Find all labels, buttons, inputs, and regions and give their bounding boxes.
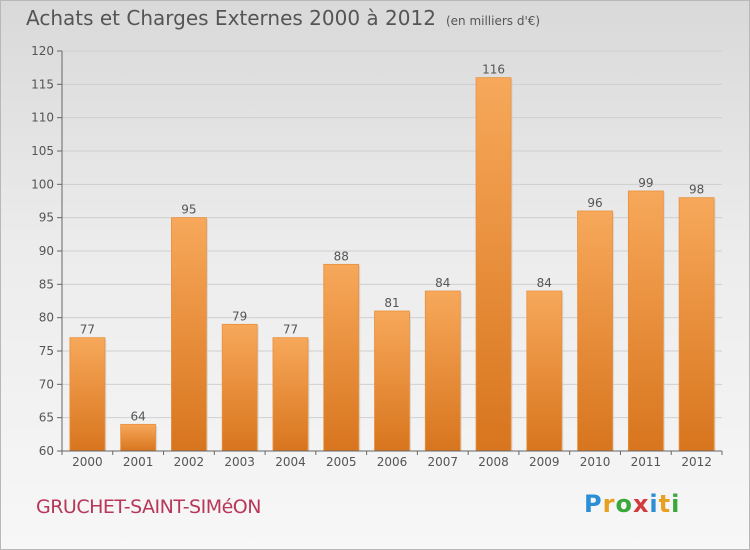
x-tick-label-2003: 2003: [224, 455, 255, 469]
chart-subtitle: (en milliers d'€): [445, 14, 541, 28]
logo-letter: P: [584, 490, 603, 518]
bar-2004: [272, 337, 309, 452]
data-label-2012: 98: [689, 183, 704, 197]
bar-2002: [171, 217, 207, 452]
data-label-2011: 99: [638, 176, 653, 190]
y-tick-label: 70: [39, 377, 54, 391]
y-tick-label: 120: [31, 44, 54, 58]
y-tick-label: 105: [31, 144, 54, 158]
bar-2000: [69, 337, 106, 452]
x-tick-label-2008: 2008: [478, 455, 509, 469]
bar-2007: [424, 290, 461, 452]
y-tick-label: 65: [39, 411, 54, 425]
y-tick-label: 80: [39, 311, 54, 325]
bar-2010: [577, 210, 613, 452]
data-label-2002: 95: [181, 203, 196, 217]
logo-letter: o: [615, 490, 633, 518]
y-tick-label: 85: [39, 277, 54, 291]
x-tick-label-2009: 2009: [529, 455, 560, 469]
bar-2006: [374, 310, 410, 452]
x-tick-label-2005: 2005: [326, 455, 357, 469]
proxiti-logo: Proxiti: [584, 490, 680, 518]
y-tick-label: 100: [31, 177, 54, 191]
data-label-2009: 84: [537, 276, 552, 290]
data-label-2004: 77: [283, 323, 298, 337]
bar-2009: [526, 290, 563, 452]
y-tick-label: 90: [39, 244, 54, 258]
data-label-2001: 64: [131, 409, 146, 423]
y-tick-label: 110: [31, 111, 54, 125]
labels: 60 65 70 75 80 85 90 95 100 105 110 115 120 77 2000 64 2…: [31, 44, 712, 469]
x-tick-label-2012: 2012: [681, 455, 712, 469]
data-label-2010: 96: [587, 196, 602, 210]
chart-title-text: Achats et Charges Externes 2000 à 2012: [26, 6, 436, 30]
x-tick-label-2000: 2000: [72, 455, 103, 469]
logo-letter: t: [658, 490, 672, 518]
chart-title: Achats et Charges Externes 2000 à 2012 (e…: [26, 6, 540, 30]
x-tick-label-2010: 2010: [580, 455, 611, 469]
bar-2012: [678, 197, 715, 452]
y-tick-label: 115: [31, 77, 54, 91]
axes: [57, 50, 723, 455]
logo-letter: x: [632, 490, 650, 518]
data-label-2006: 81: [384, 296, 399, 310]
bar-2005: [323, 263, 360, 452]
x-tick-label-2004: 2004: [275, 455, 306, 469]
bar-2011: [627, 190, 664, 452]
y-tick-label: 75: [39, 344, 54, 358]
x-tick-label-2002: 2002: [174, 455, 205, 469]
bar-2008: [475, 77, 512, 452]
x-tick-label-2007: 2007: [427, 455, 458, 469]
x-tick-label-2006: 2006: [377, 455, 408, 469]
logo-letter: i: [649, 490, 659, 518]
commune-name: GRUCHET-SAINT-SIMéON: [36, 496, 261, 518]
data-label-2000: 77: [80, 323, 95, 337]
x-tick-label-2001: 2001: [123, 455, 154, 469]
logo-letter: r: [602, 490, 616, 518]
bar-2003: [221, 323, 258, 452]
y-tick-label: 95: [39, 211, 54, 225]
data-label-2003: 79: [232, 309, 247, 323]
bars: [69, 77, 716, 452]
bar-2001: [120, 423, 157, 452]
logo-letter: i: [671, 490, 681, 518]
data-label-2007: 84: [435, 276, 450, 290]
data-label-2008: 116: [482, 63, 505, 77]
x-tick-label-2011: 2011: [631, 455, 662, 469]
y-tick-label: 60: [39, 444, 54, 458]
data-label-2005: 88: [334, 249, 349, 263]
